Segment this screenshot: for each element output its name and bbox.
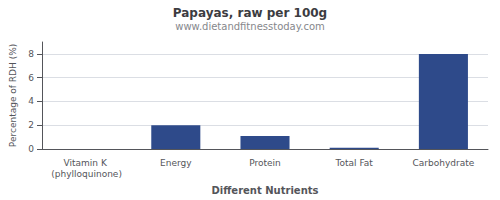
svg-text:Vitamin K: Vitamin K <box>64 158 110 168</box>
svg-text:0: 0 <box>28 144 34 154</box>
svg-text:Papayas, raw per 100g: Papayas, raw per 100g <box>173 6 327 20</box>
svg-text:2: 2 <box>28 120 34 130</box>
svg-text:6: 6 <box>28 73 34 83</box>
svg-text:Total Fat: Total Fat <box>335 158 374 168</box>
svg-text:Different Nutrients: Different Nutrients <box>212 185 319 196</box>
svg-text:8: 8 <box>28 49 34 59</box>
svg-text:4: 4 <box>28 96 34 106</box>
svg-text:(phylloquinone): (phylloquinone) <box>51 169 122 179</box>
svg-text:Carbohydrate: Carbohydrate <box>413 158 475 168</box>
svg-text:www.dietandfitnesstoday.com: www.dietandfitnesstoday.com <box>175 21 324 32</box>
svg-text:Percentage of RDH (%): Percentage of RDH (%) <box>8 44 18 147</box>
svg-text:Energy: Energy <box>160 158 192 168</box>
svg-text:Protein: Protein <box>249 158 281 168</box>
